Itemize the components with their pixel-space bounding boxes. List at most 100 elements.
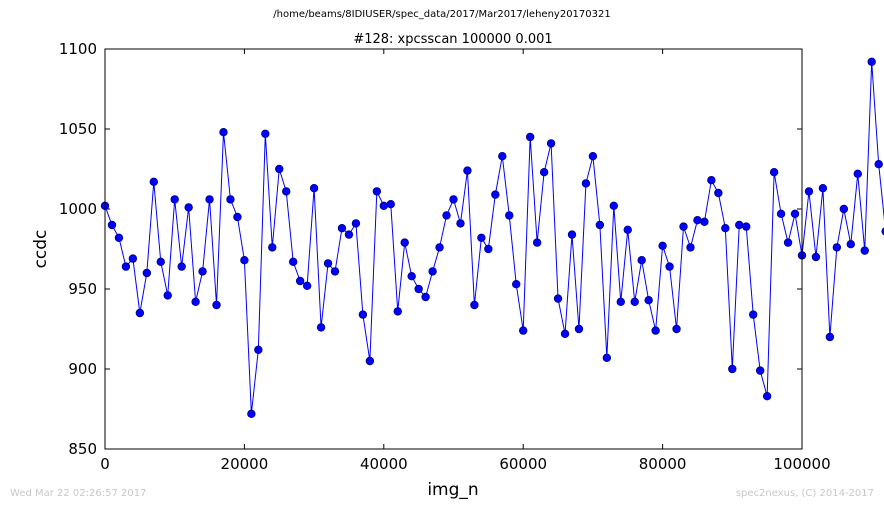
- data-point: [254, 345, 263, 354]
- data-point: [860, 246, 869, 255]
- data-point: [623, 225, 632, 234]
- data-point: [316, 323, 326, 332]
- data-point: [295, 276, 305, 286]
- footer-timestamp: Wed Mar 22 02:26:57 2017: [10, 488, 147, 499]
- data-point: [135, 308, 145, 318]
- data-point: [288, 257, 298, 266]
- data-point: [560, 329, 570, 338]
- data-point: [456, 219, 465, 228]
- data-point: [525, 132, 535, 142]
- data-point: [351, 219, 361, 228]
- data-point: [609, 201, 619, 210]
- data-point: [658, 241, 667, 250]
- data-point: [442, 211, 451, 220]
- data-point: [379, 201, 388, 210]
- data-point: [275, 164, 284, 174]
- data-point: [191, 297, 200, 306]
- data-point: [728, 364, 737, 374]
- data-point: [874, 159, 883, 169]
- data-point: [755, 366, 765, 375]
- data-point: [567, 230, 577, 239]
- data-point: [867, 57, 876, 66]
- data-point: [428, 267, 437, 276]
- data-point: [170, 195, 179, 204]
- data-point: [839, 204, 849, 214]
- data-point: [700, 217, 709, 226]
- data-point: [247, 409, 256, 418]
- x-tick-label: 20000: [221, 455, 269, 473]
- data-point: [107, 220, 117, 230]
- data-point: [128, 254, 138, 263]
- data-point: [832, 243, 842, 252]
- data-point: [198, 267, 207, 276]
- data-point: [574, 324, 584, 334]
- data-point: [679, 222, 688, 231]
- data-point: [519, 326, 528, 335]
- series-layer: [100, 57, 884, 418]
- data-point: [233, 212, 242, 222]
- data-point: [581, 179, 591, 188]
- data-point: [184, 203, 193, 212]
- y-tick-label: 850: [68, 440, 97, 458]
- data-point: [114, 233, 124, 242]
- data-point: [881, 227, 884, 236]
- data-point: [393, 307, 402, 316]
- footer-credit: spec2nexus, (C) 2014-2017: [735, 488, 874, 499]
- data-point: [414, 284, 423, 294]
- data-point: [735, 220, 744, 230]
- data-point: [776, 209, 786, 218]
- data-point: [505, 211, 514, 220]
- data-point: [400, 238, 409, 247]
- x-tick-label: 100000: [773, 455, 830, 473]
- data-point: [372, 187, 382, 196]
- x-tick-label: 0: [100, 455, 110, 473]
- data-point: [344, 230, 354, 239]
- data-point: [853, 169, 862, 178]
- data-point: [226, 195, 235, 204]
- x-tick-label: 40000: [360, 455, 408, 473]
- data-point: [707, 175, 716, 185]
- y-tick-label: 900: [68, 360, 97, 378]
- data-point: [477, 233, 486, 242]
- file-path-title: /home/beams/8IDIUSER/spec_data/2017/Mar2…: [273, 9, 611, 20]
- data-point: [484, 244, 493, 254]
- x-tick-label: 60000: [499, 455, 547, 473]
- data-point: [365, 356, 375, 366]
- y-tick-label: 1000: [59, 200, 97, 218]
- data-point: [309, 183, 319, 193]
- data-point: [811, 252, 821, 262]
- axis-ticks: 0 20000 40000 60000 80000 100000 850 900 950 1000…: [59, 40, 831, 473]
- data-point: [268, 243, 277, 252]
- x-tick-label: 80000: [639, 455, 687, 473]
- data-point: [665, 262, 674, 271]
- data-point: [205, 195, 214, 204]
- data-point: [386, 199, 395, 209]
- data-point: [630, 297, 639, 306]
- plot-frame: [104, 48, 803, 450]
- data-point: [818, 183, 828, 193]
- data-point: [825, 332, 835, 342]
- data-point: [790, 209, 800, 218]
- data-point: [546, 139, 556, 148]
- data-point: [323, 259, 333, 268]
- y-axis-label: ccdc: [31, 230, 51, 269]
- data-point: [470, 300, 479, 310]
- data-point: [783, 238, 793, 247]
- data-point: [686, 243, 695, 252]
- data-point: [539, 167, 549, 177]
- y-tick-label: 950: [68, 280, 97, 298]
- data-point: [532, 238, 542, 247]
- data-point: [219, 127, 228, 137]
- data-point: [156, 257, 165, 266]
- data-point: [121, 262, 131, 271]
- data-point: [177, 262, 186, 271]
- data-point: [435, 243, 444, 252]
- data-point: [498, 151, 507, 161]
- data-point: [651, 326, 660, 335]
- x-axis-label: img_n: [427, 480, 478, 500]
- data-point: [491, 190, 500, 199]
- data-point: [749, 310, 758, 319]
- data-point: [742, 222, 751, 231]
- y-tick-label: 1100: [59, 40, 97, 58]
